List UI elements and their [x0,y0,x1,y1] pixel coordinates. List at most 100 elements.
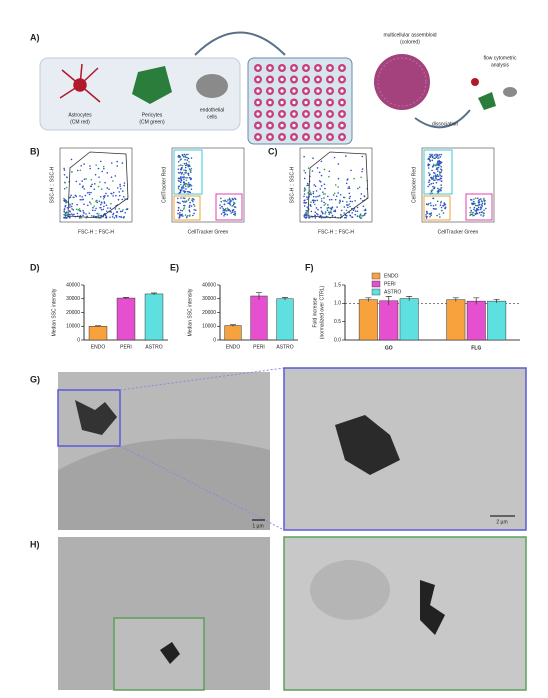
event-dot [303,177,306,180]
event-dot [179,164,182,166]
event-dot [330,212,333,214]
event-dot [181,172,184,174]
gate [423,195,451,221]
event-dot [306,182,309,185]
event-dot [104,214,107,217]
event-dot [438,171,441,173]
event-dot [322,193,325,195]
event-dot [222,207,224,210]
event-dot [444,206,447,208]
gate [307,151,369,219]
event-dot [182,181,185,184]
event-dot [177,160,180,163]
event-dot [113,217,116,219]
event-dot [80,217,82,219]
event-dot [222,211,224,214]
event-dot [343,196,346,199]
event-dot [426,212,429,215]
event-dot [184,164,187,167]
event-dot [226,209,228,212]
event-dot [226,213,229,216]
label: dissociation [432,121,458,127]
event-dot [69,213,71,216]
event-dot [351,200,353,203]
event-dot [361,168,364,170]
event-dot [359,197,362,200]
well-core [292,123,296,128]
event-dot [435,177,437,180]
event-dot [440,184,443,186]
event-dot [183,156,185,158]
event-dot [326,207,329,209]
event-dot [337,192,340,194]
event-dot [439,156,442,158]
axis-title: (normalized over CTRL) [319,285,325,339]
event-dot [185,153,188,156]
event-dot [345,209,348,212]
x-tick-label: FLG [471,345,481,351]
bar [399,298,419,341]
event-dot [327,206,330,209]
event-dot [337,186,339,188]
event-dot [106,210,108,212]
event-dot [320,197,323,200]
arrow [414,109,471,129]
event-dot [114,175,117,177]
event-dot [118,194,121,197]
label: Astrocytes [68,112,92,118]
bar-charts: D) 0 10000 20000 30000 40000 Median SSC intens… [30,262,520,351]
event-dot [88,193,91,196]
x-tick-label: PERI [253,344,265,350]
y-tick-label: 0.0 [334,337,341,343]
event-dot [125,208,128,211]
event-dot [315,196,317,198]
event-dot [115,214,117,217]
event-dot [316,167,319,169]
well-core [316,112,320,116]
event-dot [337,177,340,180]
scale-label: 1 µm [252,523,263,529]
well-core [340,66,344,70]
event-dot [344,216,346,219]
event-dot [190,184,193,187]
well-core [340,123,344,128]
em-texture [420,580,445,635]
event-dot [318,194,321,197]
event-dot [320,200,323,202]
event-dot [185,176,187,179]
event-dot [189,183,192,186]
event-dot [427,167,430,169]
y-tick-label: 1.0 [334,301,341,307]
event-dot [440,168,442,170]
well-core [340,112,344,116]
event-dot [192,214,194,217]
event-dot [124,198,126,200]
event-dot [426,215,428,218]
em-texture [160,642,180,664]
gate [215,193,243,221]
event-dot [322,191,324,193]
event-dot [71,203,74,205]
event-dot [315,190,318,192]
label: Pericytes [142,112,163,118]
event-dot [228,197,231,199]
event-dot [313,203,316,206]
event-dot [334,198,337,201]
event-dot [306,216,308,218]
event-dot [430,190,433,193]
event-dot [320,185,323,187]
event-dot [230,212,232,214]
event-dot [63,187,66,190]
event-dot [469,207,472,209]
event-dot [181,176,184,179]
event-dot [429,159,431,162]
event-dot [223,214,225,217]
label: analysis [491,62,510,68]
event-dot [121,190,124,192]
event-dot [362,205,365,208]
event-dot [432,164,435,167]
event-dot [185,156,187,159]
event-dot [96,201,99,204]
event-dot [348,192,351,195]
event-dot [180,178,182,180]
